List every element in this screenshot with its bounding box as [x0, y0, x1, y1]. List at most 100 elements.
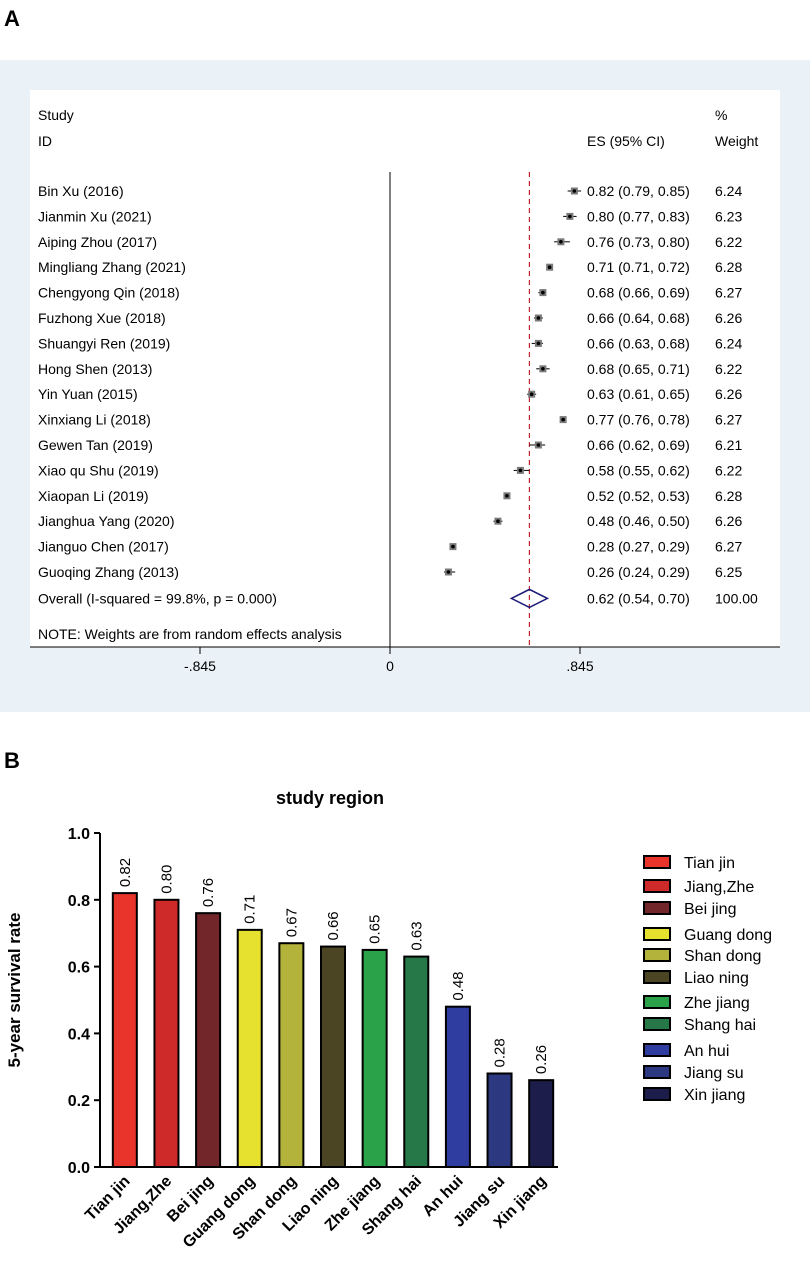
study-row: Jianmin Xu (2021) 0.80 (0.77, 0.83) 6.23 [38, 208, 742, 224]
legend-swatch [643, 948, 671, 962]
study-ci-text: 0.63 (0.61, 0.65) [587, 386, 690, 402]
legend-label: Liao ning [684, 970, 749, 987]
header-id: ID [38, 133, 52, 149]
y-tick-label: 0.0 [68, 1160, 90, 1177]
study-weight: 6.22 [715, 462, 742, 478]
bar [528, 1079, 555, 1168]
bar [320, 945, 346, 1168]
y-tick-label: 1.0 [68, 826, 90, 843]
study-point [547, 265, 552, 270]
overall-weight: 100.00 [715, 590, 758, 606]
study-point [505, 494, 509, 498]
study-weight: 6.22 [715, 361, 742, 377]
study-ci-text: 0.77 (0.76, 0.78) [587, 412, 690, 428]
study-weight: 6.22 [715, 234, 742, 250]
legend-label: Zhe jiang [684, 995, 750, 1012]
legend-swatch [643, 1065, 671, 1079]
study-point [561, 417, 565, 422]
study-ci-text: 0.68 (0.66, 0.69) [587, 285, 690, 301]
bar [153, 898, 180, 1169]
study-point [536, 443, 541, 447]
study-ci-text: 0.66 (0.64, 0.68) [587, 310, 690, 326]
bar [111, 892, 138, 1168]
bar-value-label: 0.76 [200, 878, 217, 907]
study-row: Yin Yuan (2015) 0.63 (0.61, 0.65) 6.26 [38, 386, 742, 402]
bar [278, 942, 305, 1168]
bar-value-label: 0.65 [367, 915, 384, 944]
overall-row: Overall (I-squared = 99.8%, p = 0.000) 0.… [38, 588, 758, 609]
study-row: Shuangyi Ren (2019) 0.66 (0.63, 0.68) 6.24 [38, 335, 742, 351]
study-row: Hong Shen (2013) 0.68 (0.65, 0.71) 6.22 [38, 361, 742, 377]
header-es: ES (95% CI) [587, 133, 665, 149]
legend-swatch [643, 855, 671, 869]
forest-tick-label: .845 [566, 658, 593, 674]
y-tick-label: 0.2 [68, 1093, 90, 1110]
study-row: Guoqing Zhang (2013) 0.26 (0.24, 0.29) 6.2… [38, 564, 742, 580]
bar-value-label: 0.80 [158, 865, 175, 894]
study-name: Aiping Zhou (2017) [38, 234, 157, 250]
header-weight: Weight [715, 133, 758, 149]
study-row: Chengyong Qin (2018) 0.68 (0.66, 0.69) 6.2… [38, 285, 742, 301]
study-name: Chengyong Qin (2018) [38, 285, 180, 301]
study-ci-text: 0.28 (0.27, 0.29) [587, 539, 690, 555]
study-point [559, 240, 563, 244]
legend-swatch [643, 1087, 671, 1101]
legend-swatch [643, 927, 671, 941]
study-name: Hong Shen (2013) [38, 361, 152, 377]
forest-plot-region [30, 90, 780, 647]
legend-label: Tian jin [684, 855, 735, 872]
legend-label: Xin jiang [684, 1087, 745, 1104]
study-name: Gewen Tan (2019) [38, 437, 153, 453]
study-name: Jianmin Xu (2021) [38, 208, 152, 224]
forest-plot: Study ID ES (95% CI) % Weight Bin Xu (20… [0, 60, 810, 712]
bar [403, 955, 430, 1168]
bar [361, 948, 388, 1168]
bar-chart: study region 5-year survival rate 0.0 0.2… [5, 788, 772, 1251]
study-name: Jianghua Yang (2020) [38, 513, 174, 529]
study-weight: 6.24 [715, 183, 742, 199]
study-name: Bin Xu (2016) [38, 183, 124, 199]
study-ci-text: 0.26 (0.24, 0.29) [587, 564, 690, 580]
legend-swatch [643, 901, 671, 915]
legend-label: Jiang,Zhe [684, 879, 754, 896]
y-tick-label: 0.8 [68, 893, 90, 910]
legend-label: Shan dong [684, 948, 761, 965]
study-point [568, 214, 572, 219]
study-weight: 6.26 [715, 310, 742, 326]
study-row: Gewen Tan (2019) 0.66 (0.62, 0.69) 6.21 [38, 437, 742, 453]
study-weight: 6.25 [715, 564, 742, 580]
study-row: Xinxiang Li (2018) 0.77 (0.76, 0.78) 6.27 [38, 412, 742, 428]
study-row: Mingliang Zhang (2021) 0.71 (0.71, 0.72) 6… [38, 259, 742, 275]
study-point [451, 544, 455, 549]
study-name: Jianguo Chen (2017) [38, 539, 169, 555]
study-row: Xiaopan Li (2019) 0.52 (0.52, 0.53) 6.28 [38, 488, 742, 504]
legend-swatch [643, 995, 671, 1009]
study-name: Fuzhong Xue (2018) [38, 310, 166, 326]
legend-swatch [643, 970, 671, 984]
study-ci-text: 0.66 (0.63, 0.68) [587, 335, 690, 351]
study-name: Yin Yuan (2015) [38, 386, 138, 402]
study-row: Xiao qu Shu (2019) 0.58 (0.55, 0.62) 6.22 [38, 462, 742, 478]
study-row: Aiping Zhou (2017) 0.76 (0.73, 0.80) 6.22 [38, 234, 742, 250]
y-tick-label: 0.4 [68, 1026, 90, 1043]
overall-label: Overall (I-squared = 99.8%, p = 0.000) [38, 590, 277, 606]
study-point [529, 392, 534, 397]
panel-a-label: A [4, 6, 20, 31]
study-ci-text: 0.76 (0.73, 0.80) [587, 234, 690, 250]
bar-value-label: 0.48 [450, 971, 467, 1000]
study-name: Xiaopan Li (2019) [38, 488, 149, 504]
header-pct: % [715, 107, 727, 123]
legend-swatch [643, 1043, 671, 1057]
study-ci-text: 0.58 (0.55, 0.62) [587, 462, 690, 478]
legend-label: An hui [684, 1043, 729, 1060]
bar-value-label: 0.82 [117, 858, 134, 887]
legend-label: Jiang su [684, 1065, 744, 1082]
bar-value-label: 0.28 [492, 1038, 509, 1067]
overall-ci-text: 0.62 (0.54, 0.70) [587, 590, 690, 606]
study-ci-text: 0.68 (0.65, 0.71) [587, 361, 690, 377]
legend-label: Bei jing [684, 901, 736, 918]
study-point [446, 570, 451, 574]
study-point [518, 468, 523, 473]
study-row: Jianghua Yang (2020) 0.48 (0.46, 0.50) 6.2… [38, 513, 742, 529]
study-ci-text: 0.66 (0.62, 0.69) [587, 437, 690, 453]
